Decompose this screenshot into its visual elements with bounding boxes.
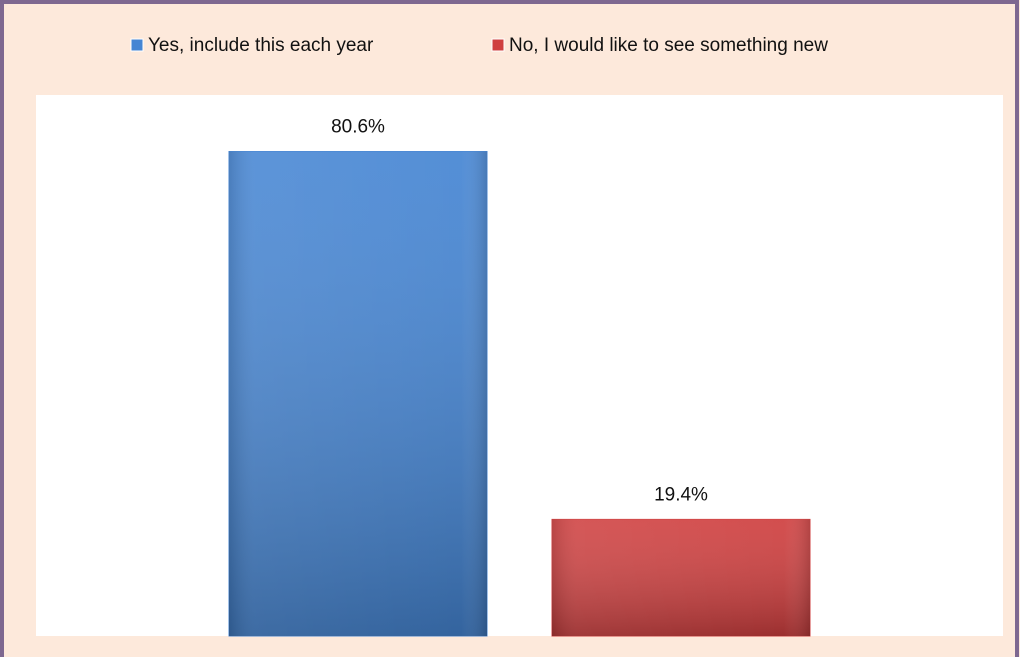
legend-swatch [491,38,505,52]
bar-edge [552,519,810,636]
legend: Yes, include this each year No, I would l… [130,35,828,56]
bars: 80.6% 19.4% [228,117,811,637]
legend-swatch [130,38,144,52]
legend-label: No, I would like to see something new [509,35,828,56]
bar-edge [229,151,487,636]
data-label: 80.6% [331,117,385,138]
plot-area [36,95,1003,636]
data-label: 19.4% [654,484,708,505]
legend-label: Yes, include this each year [148,35,374,56]
